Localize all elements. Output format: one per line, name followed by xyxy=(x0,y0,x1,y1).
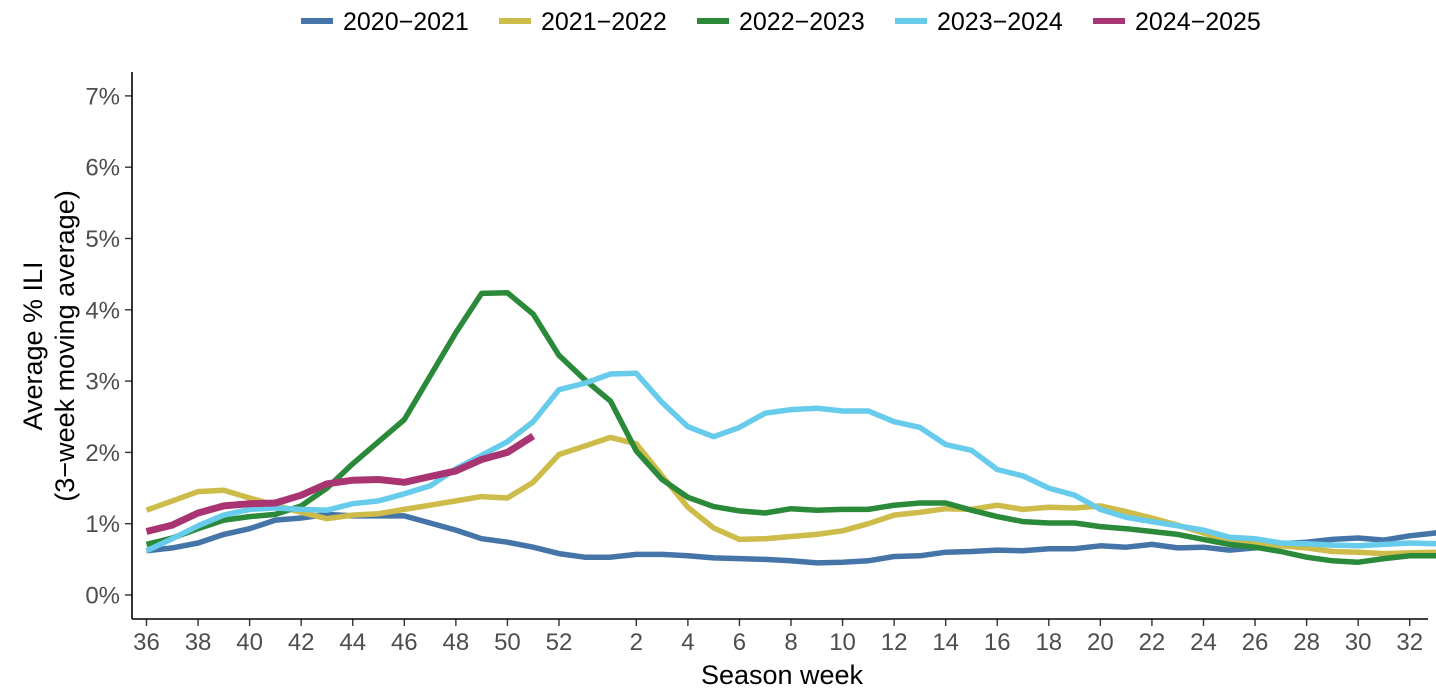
x-axis-title: Season week xyxy=(701,660,864,690)
y-tick-label: 3% xyxy=(85,369,120,396)
y-tick-label: 1% xyxy=(85,511,120,538)
x-tick-label: 12 xyxy=(881,629,908,656)
legend-label: 2022−2023 xyxy=(739,8,865,36)
y-tick-label: 2% xyxy=(85,440,120,467)
x-tick-label: 40 xyxy=(236,629,263,656)
x-tick-label: 48 xyxy=(443,629,470,656)
y-axis-ticks: 0% 1% 2% 3% 4% 5% 6% 7% xyxy=(85,83,132,610)
x-tick-label: 6 xyxy=(733,629,746,656)
y-tick-label: 6% xyxy=(85,155,120,182)
x-tick-label: 22 xyxy=(1139,629,1166,656)
legend-label: 2024−2025 xyxy=(1135,8,1261,36)
x-tick-label: 10 xyxy=(829,629,856,656)
x-tick-label: 28 xyxy=(1293,629,1320,656)
series-line-2 xyxy=(145,434,1436,557)
x-tick-label: 16 xyxy=(984,629,1011,656)
series-lines xyxy=(145,289,1436,566)
legend-label: 2021−2022 xyxy=(541,8,667,36)
y-tick-label: 5% xyxy=(85,226,120,253)
legend: 2020−2021 2021−2022 2022−2023 2023−2024 2024… xyxy=(301,8,1261,36)
y-tick-label: 7% xyxy=(85,83,120,110)
x-tick-label: 18 xyxy=(1035,629,1062,656)
legend-label: 2023−2024 xyxy=(937,8,1063,36)
x-tick-label: 2 xyxy=(630,629,643,656)
legend-item: 2020−2021 xyxy=(301,8,469,36)
legend-label: 2020−2021 xyxy=(343,8,469,36)
x-tick-label: 50 xyxy=(494,629,521,656)
x-tick-label: 42 xyxy=(288,629,315,656)
y-axis-title-line2: (3−week moving average) xyxy=(50,190,80,501)
x-tick-label: 24 xyxy=(1190,629,1217,656)
legend-item: 2023−2024 xyxy=(895,8,1063,36)
x-tick-label: 30 xyxy=(1345,629,1372,656)
x-tick-label: 52 xyxy=(546,629,573,656)
x-tick-label: 26 xyxy=(1242,629,1269,656)
series-line-5 xyxy=(145,433,536,535)
y-tick-label: 0% xyxy=(85,583,120,610)
x-tick-label: 32 xyxy=(1396,629,1423,656)
legend-item: 2022−2023 xyxy=(697,8,865,36)
x-tick-label: 46 xyxy=(391,629,418,656)
y-tick-label: 4% xyxy=(85,297,120,324)
y-axis-title-line1: Average % ILI xyxy=(18,261,48,430)
legend-item: 2024−2025 xyxy=(1093,8,1261,36)
x-tick-label: 38 xyxy=(185,629,212,656)
x-tick-label: 36 xyxy=(133,629,160,656)
y-axis-title: Average % ILI (3−week moving average) xyxy=(18,190,80,501)
series-line-4 xyxy=(145,370,1436,554)
series-line-3 xyxy=(145,289,1436,565)
x-axis-ticks: 36 38 40 42 44 46 48 50 52 2 4 6 8 10 12 14 16 18 20 22 24 26… xyxy=(133,619,1423,656)
x-tick-label: 4 xyxy=(681,629,694,656)
legend-item: 2021−2022 xyxy=(499,8,667,36)
x-tick-label: 44 xyxy=(339,629,366,656)
x-tick-label: 14 xyxy=(932,629,959,656)
x-tick-label: 20 xyxy=(1087,629,1114,656)
x-tick-label: 8 xyxy=(784,629,797,656)
